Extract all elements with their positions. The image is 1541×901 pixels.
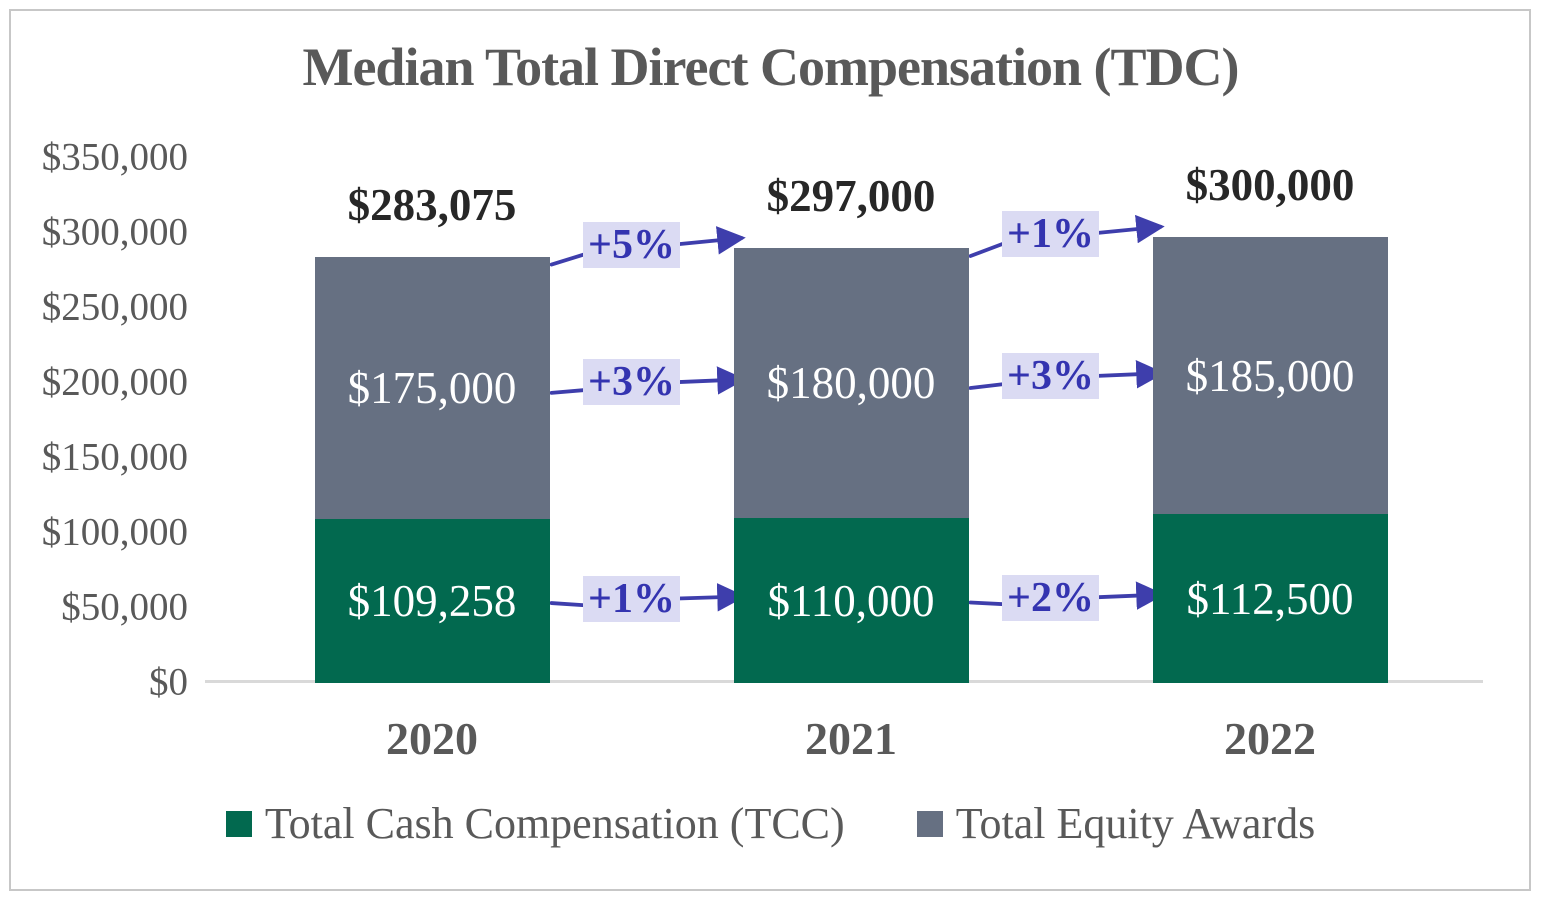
bar-total-label: $297,000: [766, 171, 936, 221]
pct-change-badge: +2%: [1002, 574, 1099, 621]
bar-segment-equity: $180,000: [733, 248, 969, 518]
bar-total-label: $283,075: [347, 179, 517, 230]
bar-segment-label: $185,000: [1185, 350, 1355, 401]
bar-segment-equity: $185,000: [1152, 236, 1388, 515]
bar-segment-cash: $110,000: [733, 518, 969, 683]
y-tick-label: $50,000: [61, 585, 188, 629]
pct-change-badge: +1%: [1002, 210, 1099, 257]
pct-change-arrow: [1087, 581, 1165, 610]
pct-change-arrow: [1087, 360, 1165, 389]
bar-2021: $180,000 $110,000: [733, 248, 969, 683]
bar-segment-cash: $109,258: [314, 519, 550, 683]
y-tick-label: $350,000: [41, 135, 188, 179]
pct-change-badge: +3%: [583, 359, 680, 406]
bar-segment-label: $175,000: [347, 362, 517, 413]
bar-segment-cash: $112,500: [1152, 514, 1388, 683]
legend-label-tcc: Total Cash Compensation (TCC): [264, 799, 845, 848]
x-axis-label: 2021: [805, 713, 897, 764]
bar-segment-equity: $175,000: [314, 256, 550, 520]
x-axis-label: 2020: [386, 713, 478, 764]
pct-change-arrow: [668, 366, 746, 395]
y-tick-label: $250,000: [41, 285, 188, 329]
bar-total-label: $300,000: [1185, 159, 1355, 210]
x-axis-label: 2022: [1224, 713, 1316, 764]
bar-2020: $175,000 $109,258: [314, 256, 550, 683]
pct-change-arrow: [668, 583, 746, 612]
legend-item-equity: Total Equity Awards: [916, 798, 1316, 849]
y-tick-label: $300,000: [41, 210, 188, 254]
chart-title: Median Total Direct Compensation (TDC): [302, 37, 1239, 97]
y-tick-label: $100,000: [41, 510, 188, 554]
bar-segment-label: $110,000: [767, 575, 935, 626]
bar-segment-label: $180,000: [766, 358, 936, 408]
y-tick-label: $0: [149, 660, 188, 704]
y-tick-label: $200,000: [41, 360, 188, 404]
bar-segment-label: $112,500: [1186, 573, 1354, 624]
legend-label-equity: Total Equity Awards: [955, 799, 1316, 848]
pct-change-badge: +1%: [583, 575, 680, 622]
pct-change-badge: +5%: [583, 222, 680, 268]
pct-change-arrow: [1087, 214, 1165, 244]
legend-item-tcc: Total Cash Compensation (TCC): [225, 798, 845, 849]
bar-2022: $185,000 $112,500: [1152, 236, 1388, 683]
pct-change-arrow: [668, 226, 746, 255]
pct-change-badge: +3%: [1002, 353, 1099, 400]
legend-swatch-equity-icon: [916, 810, 943, 837]
legend: Total Cash Compensation (TCC) Total Equi…: [0, 798, 1541, 849]
bar-segment-label: $109,258: [347, 576, 517, 627]
y-tick-label: $150,000: [41, 435, 188, 479]
legend-swatch-tcc-icon: [225, 810, 252, 837]
